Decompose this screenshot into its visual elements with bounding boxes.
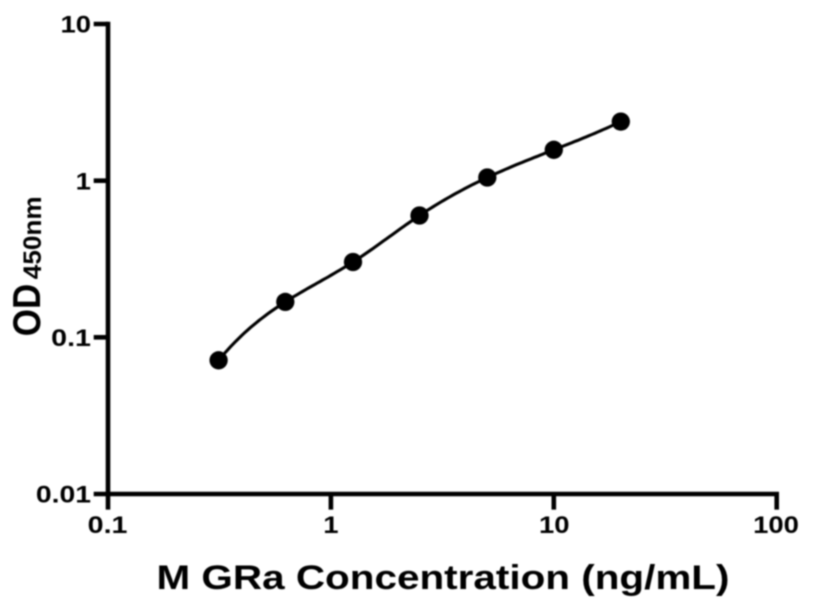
- svg-text:10: 10: [61, 12, 92, 39]
- svg-text:0.1: 0.1: [88, 512, 128, 539]
- svg-text:10: 10: [539, 512, 570, 539]
- svg-text:1: 1: [323, 512, 338, 539]
- svg-text:M GRa Concentration (ng/mL): M GRa Concentration (ng/mL): [157, 559, 730, 597]
- svg-text:0.01: 0.01: [36, 482, 91, 509]
- svg-text:450nm: 450nm: [19, 196, 47, 279]
- svg-text:100: 100: [753, 512, 799, 539]
- svg-text:OD: OD: [6, 284, 49, 337]
- svg-text:1: 1: [76, 168, 91, 195]
- svg-text:0.1: 0.1: [51, 325, 91, 352]
